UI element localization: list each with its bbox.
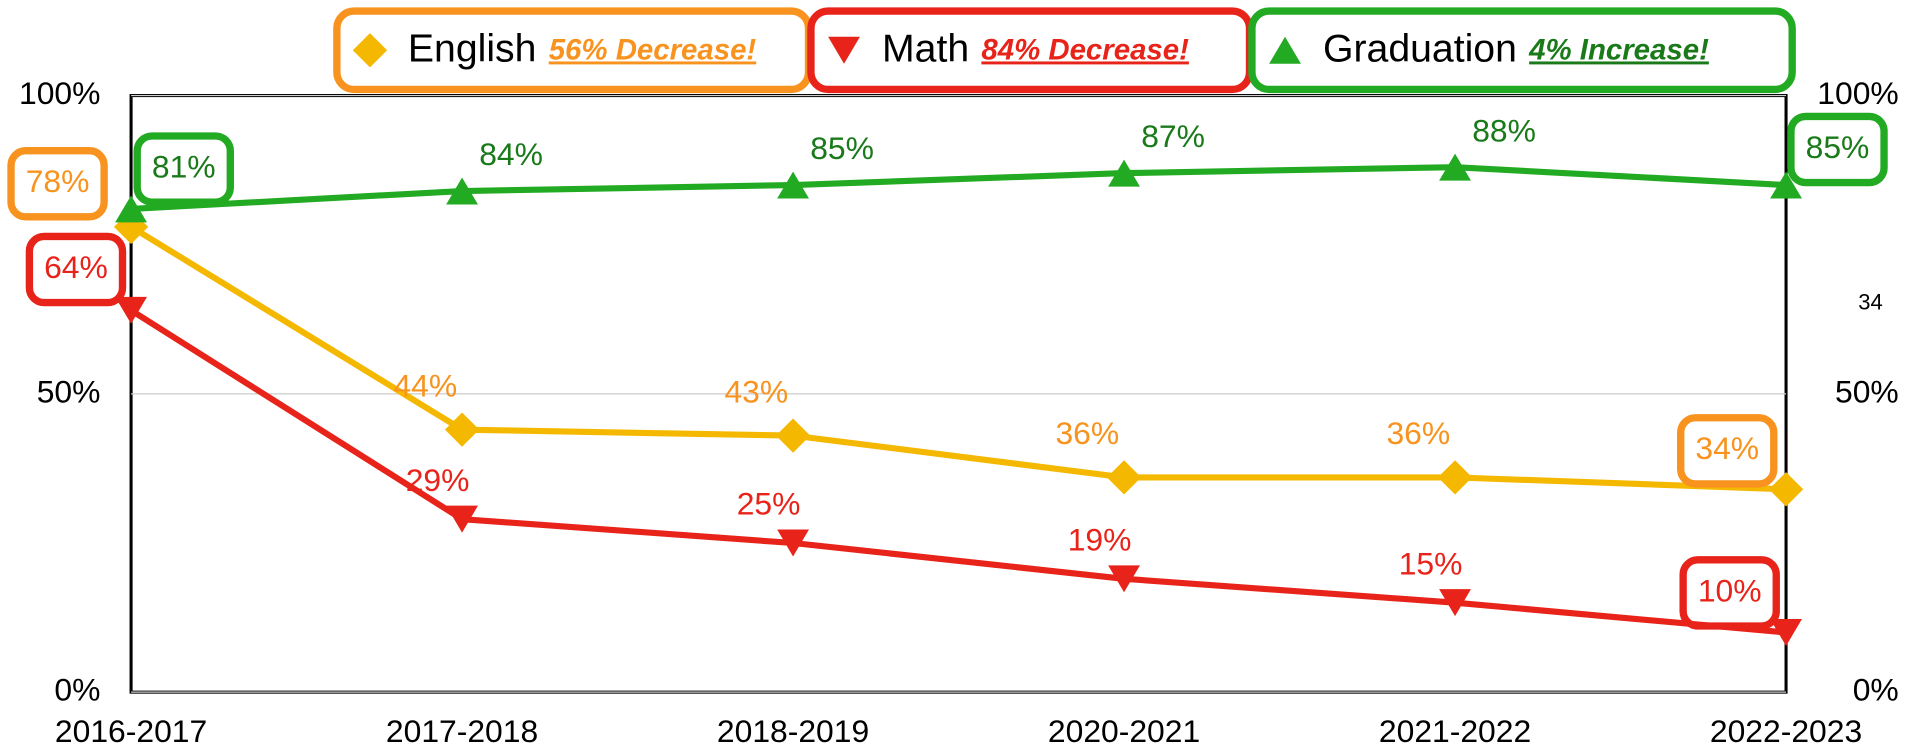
marker [115, 195, 147, 223]
data-label: 87% [1141, 118, 1205, 154]
y-tick-label: 0% [54, 672, 100, 708]
data-label: 19% [1068, 521, 1132, 557]
x-tick-label: 2022-2023 [1710, 713, 1862, 749]
series-line [130, 164, 1787, 212]
y-tick-label: 100% [19, 75, 100, 111]
x-tick-label: 2016-2017 [55, 713, 207, 749]
x-tick-label: 2021-2022 [1379, 713, 1531, 749]
marker [115, 296, 147, 324]
marker [444, 412, 480, 447]
marker [1108, 159, 1140, 187]
marker [446, 177, 478, 205]
data-label: 36% [1055, 415, 1119, 451]
label-highlight [133, 132, 234, 206]
legend-note: 4% Increase! [1528, 33, 1709, 66]
legend-text: Graduation 4% Increase! [1323, 28, 1709, 71]
data-label: 43% [724, 373, 788, 409]
label-highlight [25, 232, 127, 307]
data-label: 44% [393, 367, 457, 403]
legend-text: Math 84% Decrease! [882, 28, 1189, 71]
data-label: 36% [1386, 415, 1450, 451]
legend-note: 84% Decrease! [981, 33, 1189, 66]
y2-tick-label: 50% [1835, 373, 1899, 409]
data-label: 34% [1695, 430, 1759, 466]
legend-box [1248, 7, 1796, 94]
data-label: 85% [1806, 129, 1870, 165]
data-label: 25% [737, 486, 801, 522]
series-line [129, 224, 1787, 493]
data-label: 85% [810, 130, 874, 166]
data-label: 64% [44, 249, 108, 285]
data-label: 88% [1472, 112, 1536, 148]
x-tick-label: 2020-2021 [1048, 713, 1200, 749]
marker [1439, 589, 1471, 617]
marker [1437, 460, 1473, 495]
data-label: 81% [152, 148, 216, 184]
legend-text: English 56% Decrease! [408, 28, 757, 71]
x-tick-label: 2018-2019 [717, 713, 869, 749]
y-tick-label: 50% [37, 373, 101, 409]
legend-name: Graduation [1323, 28, 1517, 71]
y2-tick-label: 0% [1853, 672, 1899, 708]
data-label: 29% [406, 462, 470, 498]
label-highlight [1677, 414, 1778, 488]
marker [1768, 472, 1804, 507]
y2-tick-label: 100% [1817, 75, 1898, 111]
data-label: 10% [1698, 572, 1762, 608]
data-label: 15% [1399, 545, 1463, 581]
marker [1106, 460, 1142, 495]
legend-note: 56% Decrease! [549, 33, 757, 66]
label-highlight [1787, 112, 1888, 187]
series-line [129, 307, 1787, 636]
label-highlight [1679, 556, 1780, 630]
legend-marker [828, 36, 860, 64]
legend-name: English [408, 28, 537, 71]
marker [1770, 171, 1802, 199]
marker [777, 529, 809, 557]
legend-marker [1269, 36, 1301, 64]
marker [1439, 153, 1471, 181]
label-highlight [7, 147, 108, 221]
legend-name: Math [882, 28, 969, 71]
marker [777, 171, 809, 199]
legend-marker [352, 33, 388, 68]
x-tick-label: 2017-2018 [386, 713, 538, 749]
marker [446, 505, 478, 533]
data-label: 84% [479, 136, 543, 172]
annotation: 34 [1858, 290, 1883, 315]
marker [1108, 565, 1140, 593]
marker [1770, 619, 1802, 646]
marker [775, 418, 811, 453]
data-label: 78% [26, 163, 90, 199]
